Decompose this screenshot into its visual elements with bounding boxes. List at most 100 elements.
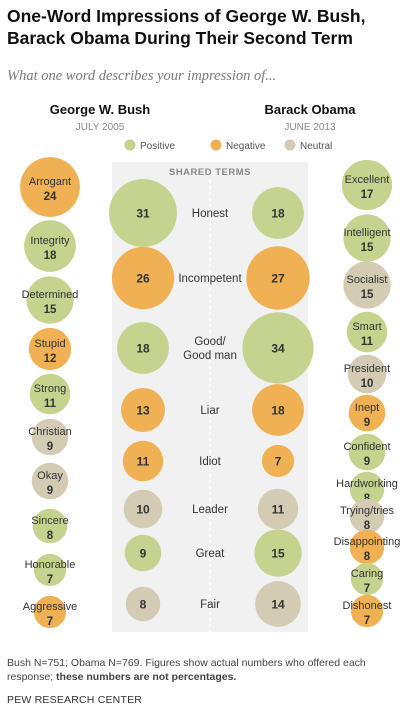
shared-obama-count-fair: 14 (271, 598, 285, 612)
shared-obama-count-leader: 11 (272, 503, 285, 517)
obama-bubble-dishonest (350, 594, 384, 628)
obama-count-trying-tries: 8 (364, 520, 371, 532)
bush-count-honorable: 7 (47, 574, 53, 586)
obama-word-hardworking: Hardworking (336, 478, 398, 490)
shared-obama-bubble-honest (252, 187, 304, 239)
shared-bush-count-incompetent: 26 (136, 272, 150, 286)
obama-bubble-intelligent (343, 214, 391, 262)
shared-bush-bubble-incompetent (111, 246, 175, 310)
bush-count-aggressive: 7 (47, 616, 53, 628)
footnote: Bush N=751; Obama N=769. Figures show ac… (7, 656, 413, 684)
legend-label-negative: Negative (226, 141, 266, 152)
shared-obama-bubble-idiot (261, 444, 295, 478)
shared-bush-count-fair: 8 (140, 598, 147, 612)
legend-swatch-positive (124, 139, 136, 151)
bush-bubble-integrity (24, 220, 76, 272)
bush-count-stupid: 12 (44, 353, 57, 365)
obama-word-socialist: Socialist (347, 274, 388, 286)
bush-word-christian: Christian (28, 426, 71, 438)
legend-swatch-neutral (284, 139, 296, 151)
obama-count-president: 10 (361, 378, 374, 390)
shared-word-line: Idiot (199, 456, 222, 468)
bush-count-arrogant: 24 (44, 191, 57, 203)
obama-bubble-president (347, 354, 387, 394)
obama-word-intelligent: Intelligent (343, 227, 390, 239)
bush-count-integrity: 18 (44, 250, 57, 262)
obama-word-president: President (344, 363, 390, 375)
obama-count-caring: 7 (364, 583, 370, 595)
shared-word-incompetent: Incompetent (178, 273, 242, 285)
shared-obama-count-good-good-man: 34 (271, 342, 285, 356)
shared-word-line: Liar (200, 405, 219, 417)
shared-word-line: Good/ (194, 336, 226, 348)
shared-obama-count-incompetent: 27 (271, 272, 285, 286)
legend-swatch-negative (210, 139, 222, 151)
obama-word-excellent: Excellent (345, 174, 390, 186)
shared-word-line: Great (196, 548, 226, 560)
bush-only-terms: Arrogant 24 Integrity 18 Determined 15 Stupid 1… (20, 157, 80, 629)
shared-word-honest: Honest (192, 208, 229, 220)
shared-bush-bubble-fair (125, 586, 161, 622)
source-label: PEW RESEARCH CENTER (7, 694, 143, 706)
obama-word-smart: Smart (352, 321, 381, 333)
shared-bush-bubble-good-good-man (117, 322, 169, 374)
obama-bubble-hardworking (349, 471, 385, 507)
left-header-date: JULY 2005 (76, 122, 125, 133)
shared-obama-bubble-great (254, 529, 302, 577)
bush-word-aggressive: Aggressive (23, 601, 77, 613)
shared-bush-count-honest: 31 (136, 207, 150, 221)
shared-obama-bubble-fair (255, 581, 301, 627)
obama-word-confident: Confident (343, 441, 390, 453)
bush-bubble-honorable (33, 553, 67, 587)
bush-word-integrity: Integrity (30, 235, 70, 247)
right-header-date: JUNE 2013 (284, 122, 336, 133)
obama-bubble-trying-tries (349, 498, 385, 534)
obama-count-inept: 9 (364, 417, 370, 429)
obama-count-disappointing: 8 (364, 551, 371, 563)
bush-bubble-arrogant (20, 157, 80, 217)
obama-word-disappointing: Disappointing (334, 536, 401, 548)
right-header-name: Barack Obama (264, 102, 356, 117)
bush-count-sincere: 8 (47, 530, 54, 542)
bush-count-christian: 9 (47, 441, 53, 453)
left-header-name: George W. Bush (50, 102, 150, 117)
shared-word-line: Incompetent (178, 273, 242, 285)
bush-word-arrogant: Arrogant (29, 176, 71, 188)
shared-bush-count-leader: 10 (136, 503, 150, 517)
obama-count-dishonest: 7 (364, 615, 370, 627)
bubble-chart: George W. Bush JULY 2005 Barack Obama JU… (20, 102, 401, 632)
bush-word-stupid: Stupid (34, 338, 65, 350)
shared-word-line: Leader (192, 504, 228, 516)
footnote-text: Bush N=751; Obama N=769. Figures show ac… (7, 657, 366, 683)
obama-bubble-excellent (341, 159, 393, 211)
shared-bush-bubble-great (124, 534, 162, 572)
bush-bubble-sincere (32, 508, 68, 544)
obama-bubble-smart (346, 311, 388, 353)
shared-bush-count-good-good-man: 18 (136, 342, 150, 356)
shared-word-fair: Fair (200, 599, 220, 611)
shared-word-line: Honest (192, 208, 229, 220)
bush-count-strong: 11 (44, 398, 57, 410)
obama-bubble-disappointing (349, 529, 385, 565)
legend-label-neutral: Neutral (300, 141, 332, 152)
chart-subtitle: What one word describes your impression … (7, 68, 277, 84)
shared-bush-count-idiot: 11 (137, 455, 150, 469)
bush-bubble-stupid (28, 327, 72, 371)
shared-bush-count-great: 9 (140, 547, 147, 561)
obama-word-trying-tries: Trying/tries (340, 505, 394, 517)
shared-terms: 31 18 Honest 26 27 Incompetent 18 34 Good/Good m… (109, 179, 314, 627)
obama-word-inept: Inept (355, 402, 379, 414)
obama-count-smart: 11 (361, 336, 374, 348)
obama-bubble-socialist (343, 261, 391, 309)
shared-obama-count-idiot: 7 (275, 455, 282, 469)
shared-word-great: Great (196, 548, 226, 560)
shared-word-good-good-man: Good/Good man (183, 336, 237, 362)
obama-count-confident: 9 (364, 456, 370, 468)
obama-word-dishonest: Dishonest (343, 600, 392, 612)
shared-word-line: Good man (183, 350, 237, 362)
obama-count-excellent: 17 (361, 189, 374, 201)
shared-obama-bubble-incompetent (246, 246, 310, 310)
legend: Positive Negative Neutral (124, 139, 332, 152)
shared-bush-count-liar: 13 (136, 404, 150, 418)
obama-count-intelligent: 15 (361, 242, 374, 254)
